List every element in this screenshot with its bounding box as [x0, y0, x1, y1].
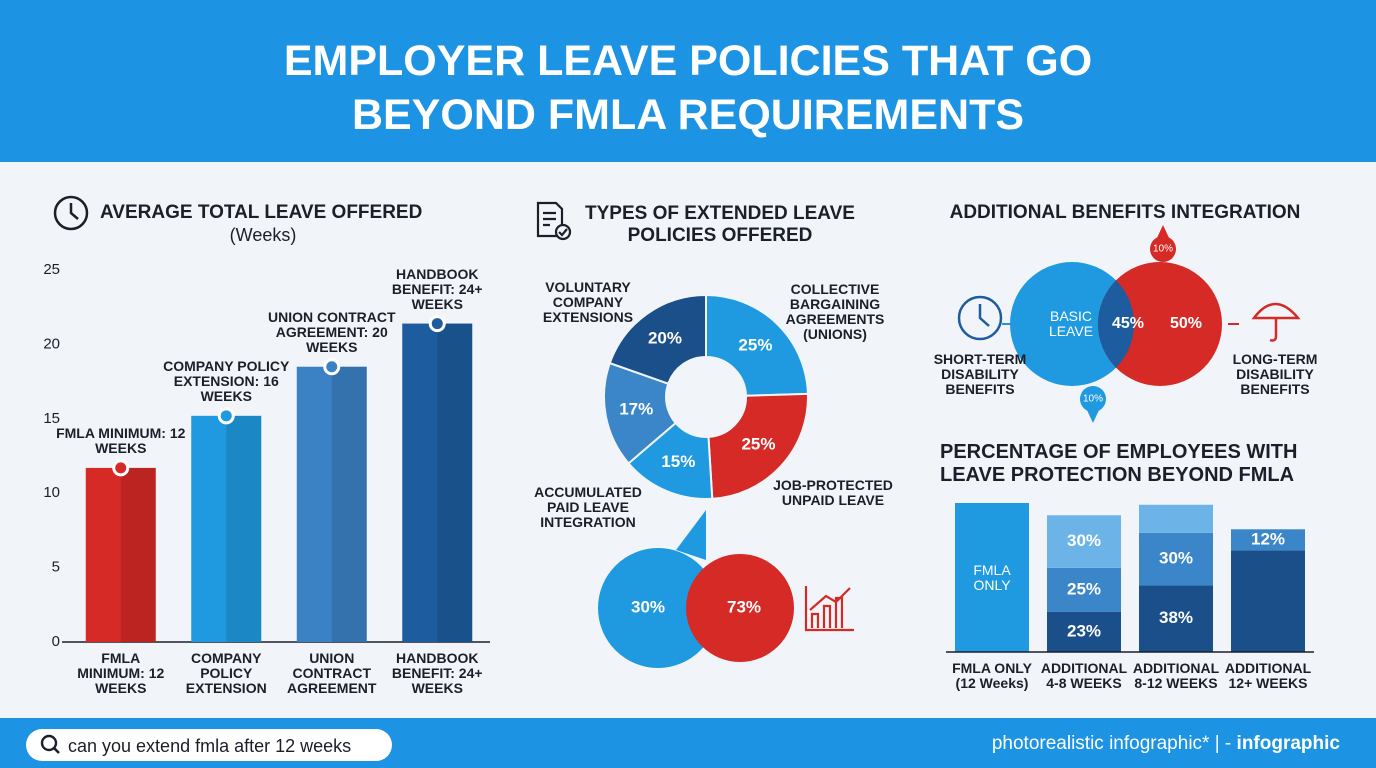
category-label: ACCUMULATED PAID LEAVE INTEGRATION [534, 484, 642, 530]
y-tick-label: 0 [52, 633, 60, 650]
segment-label: 23% [1067, 621, 1101, 640]
clock-icon [957, 295, 1003, 341]
overlap-label: 45% [1112, 315, 1144, 332]
y-tick-label: 15 [43, 410, 60, 427]
x-tick-label: HANDBOOK BENEFIT: 24+ WEEKS [391, 650, 483, 696]
set-name: LONG-TERM DISABILITY BENEFITS [1232, 351, 1318, 397]
chart-subtitle: (Weeks) [230, 225, 297, 245]
category-label: COLLECTIVE BARGAINING AGREEMENTS (UNIONS… [785, 281, 885, 342]
annotation: UNION CONTRACT AGREEMENT: 20 WEEKS [267, 308, 396, 355]
venn-overlap [1098, 280, 1135, 368]
slice-label: 25% [738, 336, 772, 355]
bar [85, 467, 156, 642]
y-tick-label: 10 [43, 484, 60, 501]
slice-label: 20% [648, 329, 682, 348]
bar-shade [226, 415, 262, 642]
bar-segment [1231, 550, 1305, 652]
x-tick-label: ADDITIONAL 12+ WEEKS [1224, 660, 1312, 691]
y-tick-label: 5 [52, 559, 60, 576]
segment-label: 12% [1251, 529, 1285, 548]
slice-label: 17% [619, 400, 653, 419]
x-tick-label: ADDITIONAL 8-12 WEEKS [1132, 660, 1220, 691]
bar [191, 415, 262, 642]
bar-segment [1047, 567, 1121, 612]
annotation: COMPANY POLICY EXTENSION: 16 WEEKS [163, 357, 290, 404]
pin [1156, 225, 1170, 240]
split-part [598, 548, 718, 668]
bar-shade [437, 323, 473, 642]
bar-segment [1047, 515, 1121, 568]
bar-segment [1139, 504, 1213, 533]
page-title: EMPLOYER LEAVE POLICIES THAT GO BEYOND F… [283, 37, 1093, 139]
set-label: BASIC LEAVE [1048, 308, 1094, 339]
x-tick-label: ADDITIONAL 4-8 WEEKS [1040, 660, 1128, 691]
y-tick-label: 20 [43, 335, 60, 352]
bar-shade [120, 467, 156, 642]
segment-label: 38% [1159, 608, 1193, 627]
x-tick-label: FMLA ONLY (12 Weeks) [952, 660, 1032, 691]
pin-label: 10% [1153, 244, 1173, 255]
annotation: HANDBOOK BENEFIT: 24+ WEEKS [391, 265, 483, 312]
category-label: VOLUNTARY COMPANY EXTENSIONS [542, 279, 634, 325]
bar-segment [1139, 532, 1213, 586]
category-label: JOB-PROTECTED UNPAID LEAVE [773, 477, 893, 508]
segment-label: 30% [1159, 549, 1193, 568]
header-band [0, 0, 1376, 162]
separator: | - [1214, 733, 1232, 754]
venn-set [1098, 262, 1222, 386]
donut-slice [603, 361, 678, 465]
bubble-tail [676, 510, 706, 560]
search-box[interactable]: can you extend fmla after 12 weeks [26, 729, 392, 761]
slice-label: 25% [741, 434, 775, 453]
bar-marker [112, 459, 130, 477]
bar-segment [1047, 611, 1121, 652]
chart-title: ADDITIONAL BENEFITS INTEGRATION [950, 202, 1301, 223]
growth-icon [804, 586, 854, 632]
y-tick-label: 25 [43, 261, 60, 278]
search-icon [40, 734, 60, 754]
pin-label: 10% [1083, 394, 1103, 405]
chart-title: TYPES OF EXTENDED LEAVE POLICIES OFFERED [585, 203, 855, 246]
bar-segment [955, 503, 1029, 652]
segment-label: 25% [1067, 579, 1101, 598]
bar-segment [1231, 529, 1305, 551]
bar [402, 323, 473, 642]
search-text: can you extend fmla after 12 weeks [68, 736, 352, 756]
bar [296, 366, 367, 642]
split-label: 73% [727, 597, 761, 616]
segment-label: 30% [1067, 531, 1101, 550]
bar-shade [331, 366, 367, 642]
set-value: 50% [1170, 315, 1202, 332]
document-icon [536, 201, 572, 241]
tag: infographic [1236, 733, 1340, 754]
x-tick-label: UNION CONTRACT AGREEMENT [287, 650, 377, 696]
pin [1086, 408, 1100, 423]
footer: photorealistic infographic* | - infograp… [992, 733, 1340, 755]
donut-slice [707, 392, 809, 500]
bar-segment [1139, 585, 1213, 652]
chart-title: PERCENTAGE OF EMPLOYEES WITH LEAVE PROTE… [940, 441, 1298, 486]
set-name: SHORT-TERM DISABILITY BENEFITS [933, 351, 1027, 397]
x-tick-label: COMPANY POLICY EXTENSION [185, 650, 267, 696]
bar-marker [323, 358, 341, 376]
clock-icon [53, 195, 89, 231]
split-label: 30% [631, 597, 665, 616]
split-part [686, 554, 794, 662]
pin [1150, 236, 1176, 262]
brand: photorealistic infographic* [991, 733, 1210, 754]
venn-set [1010, 262, 1134, 386]
chart-title: AVERAGE TOTAL LEAVE OFFERED [100, 202, 422, 223]
umbrella-icon [1251, 302, 1301, 342]
annotation: FMLA MINIMUM: 12 WEEKS [56, 424, 186, 456]
donut-slice [705, 293, 809, 397]
series-label: FMLA ONLY [973, 561, 1011, 593]
bar-marker [428, 315, 446, 333]
slice-label: 15% [661, 452, 695, 471]
bar-marker [217, 407, 235, 425]
donut-slice [608, 293, 707, 385]
pin [1080, 386, 1106, 412]
x-tick-label: FMLA MINIMUM: 12 WEEKS [77, 650, 165, 696]
